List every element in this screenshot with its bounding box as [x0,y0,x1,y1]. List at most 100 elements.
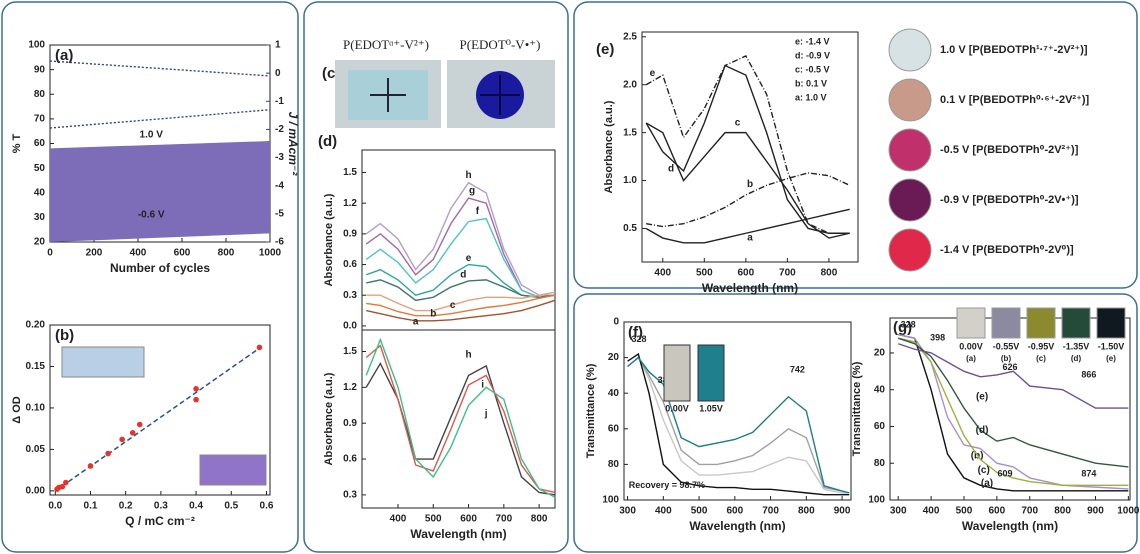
x-tick-label: 400 [655,506,672,517]
line [645,55,850,234]
annotation: 742 [790,364,805,374]
sample-photo [888,78,932,122]
x-tick-label: 1000 [259,248,282,259]
y-axis-label: Absorbance (a.u.) [603,100,615,193]
y-tick-label: 0.05 [26,444,46,455]
line [897,343,1129,409]
x-axis-label: Q / mC cm⁻² [125,514,195,528]
inset-label: 0.00V [665,403,689,413]
x-tick-label: 700 [1021,506,1038,517]
image-caption: 0.1 V [P(BEDOTPh⁰·⁶⁺-2V²⁺)] [940,94,1090,106]
series-label: a [747,233,753,244]
point [59,483,66,490]
x-tick-label: 500 [956,506,973,517]
y-tick-label: 60 [608,423,620,434]
y-tick-label: 50 [34,163,46,174]
series-label: h [466,350,472,361]
y-tick-label: 1.0 [623,175,637,186]
series-label: e [650,68,656,79]
image-caption: -0.9 V [P(BEDOTPh⁰-2V•⁺)] [940,194,1079,206]
x-tick-label: 0.4 [189,501,203,512]
series-label: 1.0 V [140,130,164,141]
plot-frame [49,324,271,496]
image-caption: P(EDOTᵅ⁺-V²⁺) [343,37,429,52]
inset-photo [1096,307,1126,339]
y2-tick-label: 1 [275,40,281,51]
y-tick-label: 1.2 [343,382,357,393]
series-label: f [476,206,480,217]
y-tick-label: 0 [613,317,619,328]
legend-entry: d: -0.9 V [795,50,830,60]
sample-photo [888,178,932,222]
inset-photo [1061,307,1091,339]
y-tick-label: 2.5 [623,31,637,42]
panel-frame [303,1,569,553]
inset-photo [1026,307,1056,339]
series-label: c [735,118,741,129]
x-tick-label: 500 [425,514,442,525]
series-label: h [466,170,472,181]
series-label: (c) [978,465,990,476]
x-tick-label: 900 [834,506,851,517]
x-tick-label: 0.1 [84,501,98,512]
x-tick-label: 300 [619,506,636,517]
panel-frame [1,1,299,553]
x-tick-label: 0.0 [48,501,62,512]
inset-photo [956,307,986,339]
line [365,217,556,298]
inset-sublabel: (a) [966,354,976,363]
y-tick-label: 0.6 [343,259,357,270]
plot-frame [641,31,859,263]
y-tick-label: 100 [868,495,885,506]
inset-sublabel: (e) [1106,354,1116,363]
panel-frame [573,293,1138,553]
y-axis-label: Absorbance (a.u.) [323,193,335,286]
y2-tick-label: -2 [275,124,284,135]
x-tick-label: 600 [174,248,191,259]
y-tick-label: 2.0 [623,79,637,90]
y-tick-label: 80 [34,89,46,100]
y-axis-label: % T [11,133,23,153]
y-tick-label: 1.2 [343,198,357,209]
annotation: 866 [1081,369,1096,379]
y-tick-label: 40 [34,187,46,198]
x-axis-label: Wavelength (nm) [689,519,785,533]
y-tick-label: 20 [608,352,620,363]
x-tick-label: 600 [989,506,1006,517]
y-tick-label: 30 [34,212,46,223]
series-label: b [747,179,753,190]
y-tick-label: 0.6 [343,454,357,465]
series-label: c [450,300,456,311]
x-tick-label: 400 [130,248,147,259]
x-tick-label: 800 [218,248,235,259]
y-tick-label: 0.5 [623,223,637,234]
inset-photo [61,346,145,378]
series-label: (d) [976,425,989,436]
y-tick-label: 0.20 [26,320,46,331]
x-tick-label: 800 [1054,506,1071,517]
line [365,197,556,298]
line [366,299,556,322]
sample-photo [888,28,932,72]
x-axis-label: Wavelength (nm) [702,281,798,295]
point [119,436,125,443]
x-tick-label: 800 [798,506,815,517]
point [87,463,94,469]
panel-label: (f) [628,324,643,341]
y-tick-label: 40 [608,388,620,399]
y-tick-label: 20 [874,348,886,359]
x-tick-label: 1000 [1117,506,1140,517]
plot-frame [623,321,852,501]
inset-label: 0.00V [959,341,983,351]
y-axis-label: Absorbance (a.u.) [323,372,335,465]
y-tick-label: 0.10 [26,403,46,414]
legend-entry: a: 1.0 V [795,92,827,102]
sample-photo [888,228,932,272]
y-tick-label: 0.15 [26,361,46,372]
inset-photo [991,307,1021,339]
line [365,344,556,494]
point [129,430,136,436]
series-label: a [413,316,419,327]
inset-sublabel: (d) [1071,354,1082,363]
x-tick-label: 600 [726,506,743,517]
